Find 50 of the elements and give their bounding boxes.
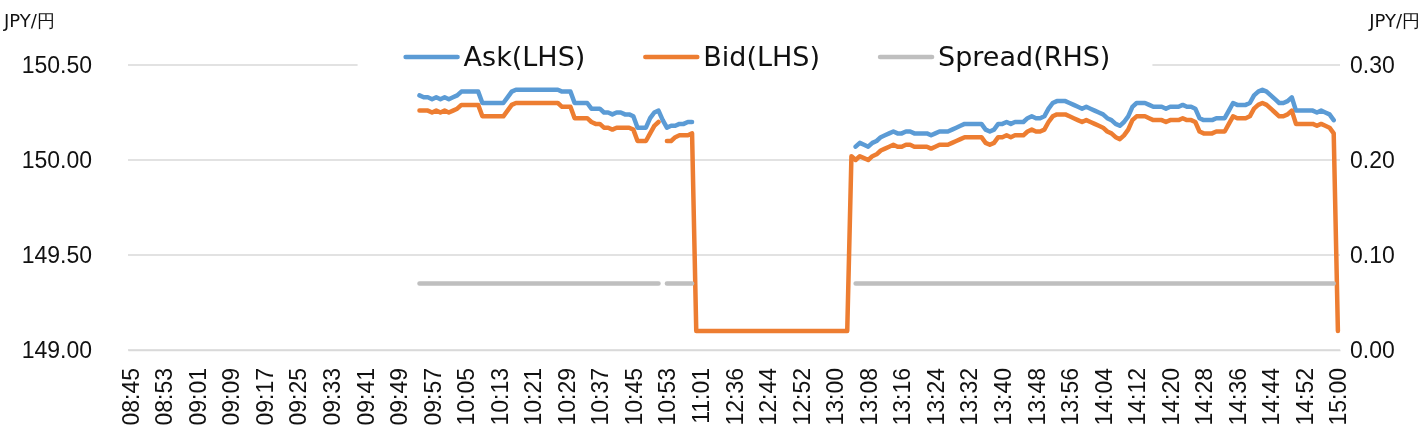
x-tick-label: 10:29 bbox=[553, 368, 580, 426]
x-tick-label: 13:16 bbox=[889, 368, 916, 426]
x-tick-label: 09:33 bbox=[318, 368, 345, 426]
x-tick-label: 08:45 bbox=[117, 368, 144, 426]
x-tick-label: 14:12 bbox=[1124, 368, 1151, 426]
x-tick-label: 14:20 bbox=[1157, 368, 1184, 426]
y-axis-title: JPY/円 bbox=[3, 10, 55, 31]
x-tick-label: 11:01 bbox=[688, 368, 714, 424]
x-tick-label: 13:00 bbox=[822, 368, 849, 426]
x-tick-label: 09:57 bbox=[419, 368, 446, 426]
x-tick-label: 14:44 bbox=[1258, 367, 1285, 426]
x-tick-label: 10:05 bbox=[453, 368, 480, 426]
x-tick-label: 09:49 bbox=[386, 368, 413, 426]
x-tick-label: 10:45 bbox=[620, 368, 647, 426]
y2-tick-label: 0.10 bbox=[1350, 241, 1395, 268]
x-tick-label: 12:52 bbox=[788, 368, 815, 426]
y2-axis-title: JPY/円 bbox=[1368, 10, 1420, 31]
x-tick-label: 12:44 bbox=[755, 367, 782, 426]
x-tick-label: 13:40 bbox=[989, 368, 1016, 426]
x-tick-label: 14:52 bbox=[1291, 368, 1318, 426]
x-tick-label: 13:48 bbox=[1023, 368, 1050, 426]
legend-label: Spread(RHS) bbox=[938, 41, 1111, 73]
legend-label: Ask(LHS) bbox=[463, 41, 586, 73]
y2-tick-label: 0.20 bbox=[1350, 146, 1395, 173]
x-tick-label: 14:36 bbox=[1224, 368, 1251, 426]
x-tick-label: 15:00 bbox=[1325, 368, 1352, 426]
x-tick-label: 09:41 bbox=[352, 368, 379, 426]
y-tick-label: 150.00 bbox=[21, 146, 92, 173]
x-tick-label: 12:36 bbox=[721, 368, 748, 426]
x-tick-label: 10:21 bbox=[520, 368, 547, 426]
x-tick-label: 13:24 bbox=[922, 367, 949, 426]
x-tick-label: 09:25 bbox=[285, 368, 312, 426]
x-tick-label: 13:32 bbox=[956, 368, 983, 426]
x-tick-label: 10:13 bbox=[486, 368, 513, 426]
x-tick-label: 09:01 bbox=[184, 368, 211, 426]
y-tick-label: 149.00 bbox=[21, 336, 92, 363]
y-tick-label: 150.50 bbox=[21, 51, 92, 78]
x-tick-label: 09:09 bbox=[218, 368, 245, 426]
y-tick-label: 149.50 bbox=[21, 241, 92, 268]
x-tick-label: 09:17 bbox=[251, 368, 278, 426]
x-tick-label: 13:56 bbox=[1057, 368, 1084, 426]
y2-tick-label: 0.00 bbox=[1350, 336, 1395, 363]
x-tick-label: 10:37 bbox=[587, 368, 614, 426]
x-tick-label: 08:53 bbox=[151, 368, 178, 426]
y2-tick-label: 0.30 bbox=[1350, 51, 1395, 78]
legend-label: Bid(LHS) bbox=[703, 41, 821, 73]
x-tick-label: 14:04 bbox=[1090, 367, 1117, 426]
x-tick-label: 14:28 bbox=[1191, 368, 1218, 426]
x-tick-label: 13:08 bbox=[855, 368, 882, 426]
x-tick-label: 10:53 bbox=[654, 368, 681, 426]
